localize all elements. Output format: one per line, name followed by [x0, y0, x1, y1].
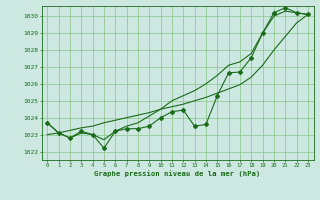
X-axis label: Graphe pression niveau de la mer (hPa): Graphe pression niveau de la mer (hPa): [94, 170, 261, 177]
